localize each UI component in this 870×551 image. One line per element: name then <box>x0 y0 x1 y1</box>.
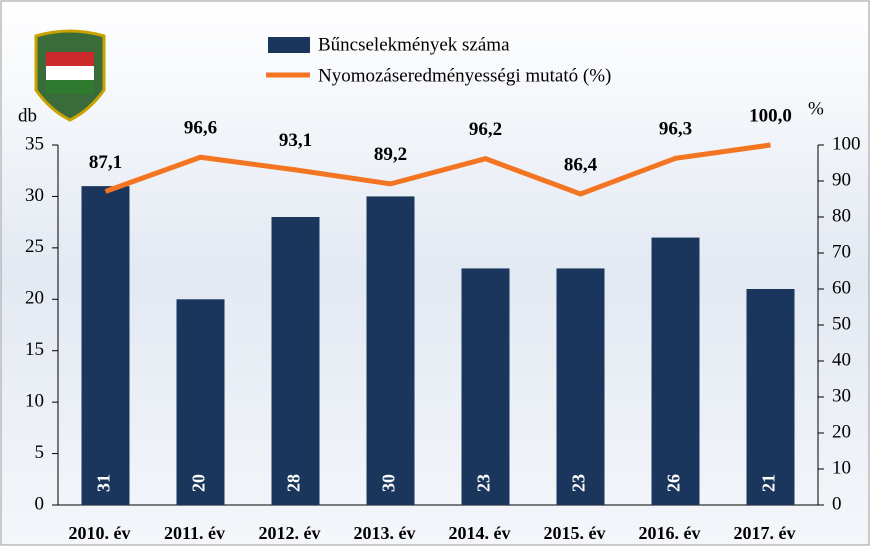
x-tick-label: 2012. év <box>259 523 321 543</box>
y-tick-label: 35 <box>25 133 44 154</box>
x-tick-label: 2010. év <box>69 523 131 543</box>
line-value-label: 87,1 <box>89 152 122 173</box>
bar <box>651 237 700 506</box>
bar <box>176 299 225 505</box>
x-tick-label: 2014. év <box>449 523 511 543</box>
y2-tick-label: 0 <box>832 493 842 514</box>
line-value-label: 93,1 <box>279 130 312 151</box>
line-value-label: 100,0 <box>749 105 792 126</box>
y-tick-label: 15 <box>25 339 44 360</box>
line-value-label: 96,6 <box>184 118 217 139</box>
line-value-label: 86,4 <box>564 154 598 175</box>
y2-tick-label: 60 <box>832 277 851 298</box>
bar-value-label: 30 <box>379 474 399 492</box>
y2-tick-label: 30 <box>832 385 851 406</box>
legend-label: Bűncselekmények száma <box>318 34 510 55</box>
line-value-label: 96,3 <box>659 119 692 140</box>
y-tick-label: 20 <box>25 288 44 309</box>
line <box>104 142 771 197</box>
bar-value-label: 26 <box>664 474 684 492</box>
y2-tick-label: 20 <box>832 421 851 442</box>
legend-label: Nyomozáseredményességi mutató (%) <box>318 65 611 86</box>
y-tick-label: 30 <box>25 185 44 206</box>
y-tick-label: 25 <box>25 236 44 257</box>
y-tick-label: 10 <box>25 391 44 412</box>
y-tick-label: 5 <box>35 442 45 463</box>
bar-value-label: 23 <box>569 474 589 492</box>
line-value-label: 89,2 <box>374 144 407 165</box>
bar-value-label: 31 <box>94 474 114 492</box>
y-tick-label: 0 <box>35 493 45 514</box>
y2-tick-label: 70 <box>832 241 851 262</box>
bar-value-label: 28 <box>284 474 304 492</box>
y2-tick-label: 100 <box>832 133 861 154</box>
y2-tick-label: 90 <box>832 169 851 190</box>
bar-value-label: 20 <box>189 474 209 492</box>
bar <box>271 217 320 505</box>
x-tick-label: 2013. év <box>354 523 416 543</box>
logo <box>34 29 106 122</box>
bar <box>746 289 795 505</box>
y-axis-label: db <box>18 105 37 126</box>
y2-tick-label: 10 <box>832 457 851 478</box>
x-tick-label: 2011. év <box>164 523 225 543</box>
line-value-label: 96,2 <box>469 119 502 140</box>
bar-value-label: 21 <box>759 474 779 492</box>
y2-axis-label: % <box>808 98 824 119</box>
x-tick-label: 2017. év <box>734 523 796 543</box>
bar <box>366 196 415 505</box>
bar <box>81 186 130 505</box>
bar <box>556 268 605 505</box>
x-tick-label: 2015. év <box>544 523 606 543</box>
x-tick-label: 2016. év <box>639 523 701 543</box>
bar <box>461 268 510 505</box>
y2-tick-label: 40 <box>832 349 851 370</box>
y2-tick-label: 80 <box>832 205 851 226</box>
bar-value-label: 23 <box>474 474 494 492</box>
legend-swatch <box>268 37 310 53</box>
y2-tick-label: 50 <box>832 313 851 334</box>
